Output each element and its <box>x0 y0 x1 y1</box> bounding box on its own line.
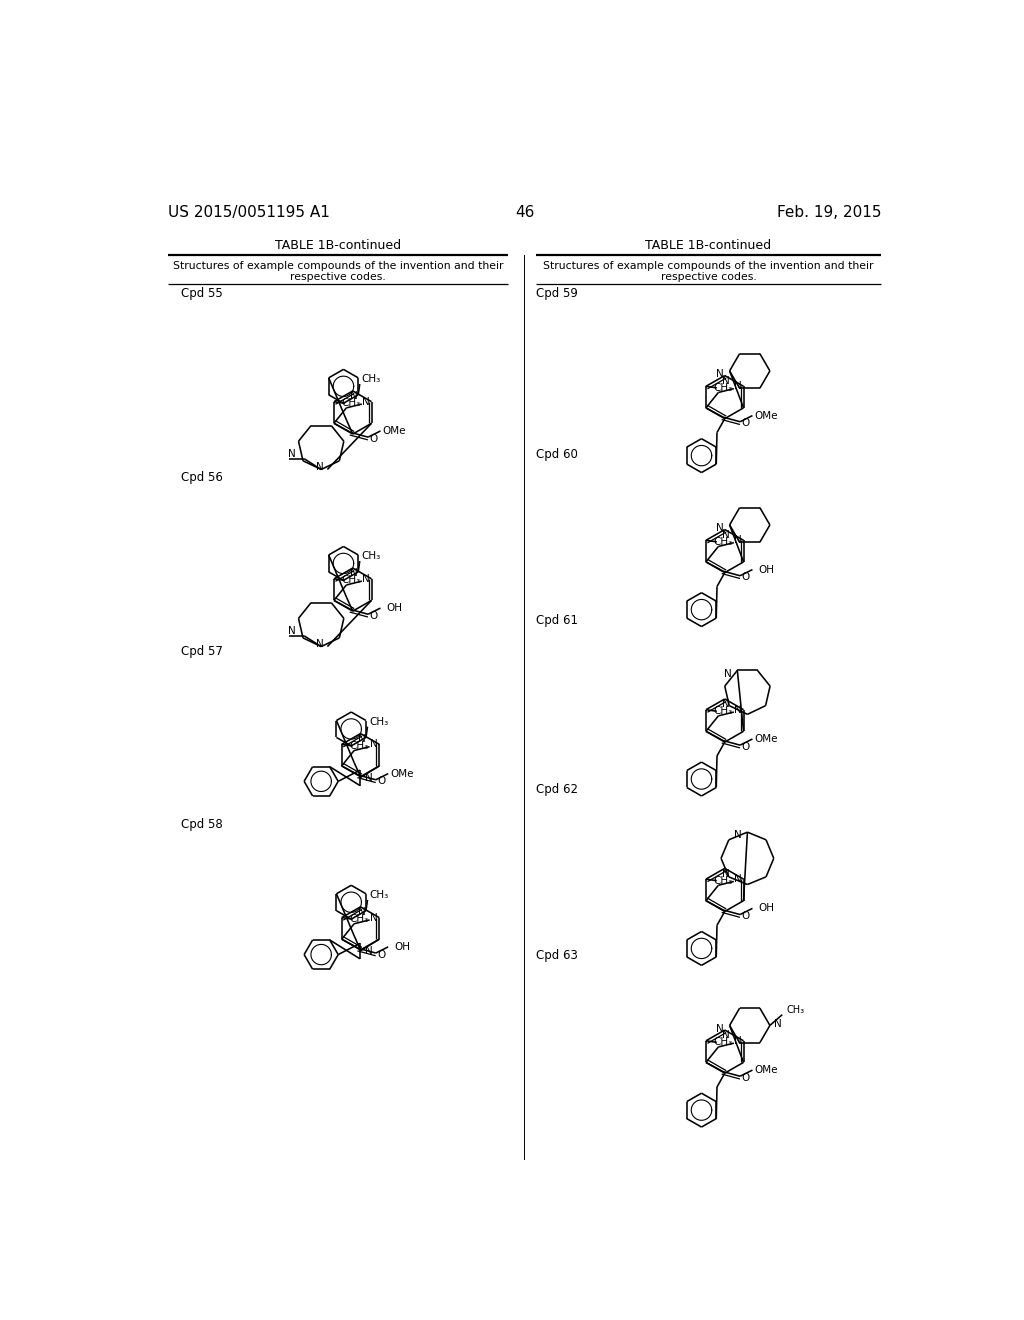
Text: N: N <box>722 1031 730 1040</box>
Text: N: N <box>774 1019 781 1028</box>
Text: N: N <box>362 397 370 407</box>
Text: CH₃: CH₃ <box>714 1038 732 1047</box>
Text: respective codes.: respective codes. <box>660 272 757 281</box>
Text: N: N <box>734 381 742 391</box>
Text: N: N <box>358 907 366 917</box>
Text: CH₃: CH₃ <box>349 915 369 924</box>
Text: OMe: OMe <box>755 411 778 421</box>
Text: Cpd 58: Cpd 58 <box>180 818 222 832</box>
Text: OMe: OMe <box>390 768 414 779</box>
Text: Cpd 56: Cpd 56 <box>180 471 222 484</box>
Text: Structures of example compounds of the invention and their: Structures of example compounds of the i… <box>543 261 873 271</box>
Text: Cpd 61: Cpd 61 <box>537 614 579 627</box>
Text: CH₃: CH₃ <box>369 890 388 900</box>
Text: N: N <box>350 391 358 401</box>
Text: N: N <box>358 734 366 744</box>
Text: CH₃: CH₃ <box>341 576 360 585</box>
Text: N: N <box>722 700 730 709</box>
Text: Cpd 60: Cpd 60 <box>537 449 579 462</box>
Text: N: N <box>734 536 742 545</box>
Text: N: N <box>366 772 373 783</box>
Text: N: N <box>366 946 373 956</box>
Text: OMe: OMe <box>755 1065 778 1074</box>
Text: CH₃: CH₃ <box>714 875 732 886</box>
Text: N: N <box>722 376 730 385</box>
Text: CH₃: CH₃ <box>361 375 381 384</box>
Text: O: O <box>741 911 750 921</box>
Text: N: N <box>315 639 324 649</box>
Text: Structures of example compounds of the invention and their: Structures of example compounds of the i… <box>173 261 503 271</box>
Text: OMe: OMe <box>755 734 778 744</box>
Text: N: N <box>370 912 378 923</box>
Text: N: N <box>315 462 324 473</box>
Text: OH: OH <box>386 603 402 612</box>
Text: respective codes.: respective codes. <box>290 272 386 281</box>
Text: O: O <box>377 776 385 787</box>
Text: O: O <box>741 418 750 428</box>
Text: Cpd 55: Cpd 55 <box>180 286 222 300</box>
Text: Feb. 19, 2015: Feb. 19, 2015 <box>777 205 882 219</box>
Text: O: O <box>377 949 385 960</box>
Text: O: O <box>370 434 378 444</box>
Text: 46: 46 <box>515 205 535 219</box>
Text: OH: OH <box>394 942 411 952</box>
Text: Cpd 62: Cpd 62 <box>537 783 579 796</box>
Text: N: N <box>362 574 370 583</box>
Text: N: N <box>288 626 296 636</box>
Text: CH₃: CH₃ <box>349 741 369 751</box>
Text: CH₃: CH₃ <box>341 399 360 408</box>
Text: O: O <box>741 742 750 751</box>
Text: N: N <box>717 370 724 379</box>
Text: Cpd 59: Cpd 59 <box>537 286 579 300</box>
Text: O: O <box>741 1073 750 1082</box>
Text: N: N <box>734 705 742 714</box>
Text: N: N <box>722 529 730 540</box>
Text: CH₃: CH₃ <box>786 1005 805 1015</box>
Text: Cpd 63: Cpd 63 <box>537 949 579 962</box>
Text: O: O <box>741 573 750 582</box>
Text: OMe: OMe <box>383 426 407 436</box>
Text: Cpd 57: Cpd 57 <box>180 644 222 657</box>
Text: N: N <box>734 874 742 884</box>
Text: TABLE 1B-continued: TABLE 1B-continued <box>275 239 401 252</box>
Text: N: N <box>734 830 742 841</box>
Text: OH: OH <box>759 565 774 574</box>
Text: N: N <box>734 1036 742 1045</box>
Text: CH₃: CH₃ <box>361 552 381 561</box>
Text: N: N <box>350 569 358 578</box>
Text: OH: OH <box>759 903 774 913</box>
Text: CH₃: CH₃ <box>714 383 732 393</box>
Text: US 2015/0051195 A1: US 2015/0051195 A1 <box>168 205 330 219</box>
Text: O: O <box>370 611 378 620</box>
Text: N: N <box>288 449 296 459</box>
Text: CH₃: CH₃ <box>714 706 732 717</box>
Text: N: N <box>724 668 732 678</box>
Text: CH₃: CH₃ <box>714 537 732 546</box>
Text: N: N <box>717 1023 724 1034</box>
Text: N: N <box>370 739 378 750</box>
Text: N: N <box>722 869 730 879</box>
Text: N: N <box>717 523 724 533</box>
Text: CH₃: CH₃ <box>369 717 388 727</box>
Text: TABLE 1B-continued: TABLE 1B-continued <box>645 239 771 252</box>
